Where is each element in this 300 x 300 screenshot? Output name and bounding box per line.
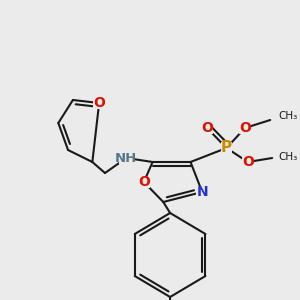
Text: CH₃: CH₃ [278,111,297,121]
Bar [220,142,232,154]
Bar [239,122,251,134]
Text: O: O [239,121,251,135]
Bar [93,98,105,109]
Text: O: O [201,121,213,135]
Text: NH: NH [115,152,137,164]
Bar [118,152,134,164]
Text: O: O [138,175,150,189]
Text: O: O [93,96,105,110]
Text: CH₃: CH₃ [278,152,297,162]
Text: O: O [242,155,254,169]
Bar [138,176,150,188]
Text: P: P [221,140,232,155]
Text: N: N [196,185,208,199]
Bar [242,157,254,167]
Bar [196,186,208,198]
Bar [201,122,213,134]
